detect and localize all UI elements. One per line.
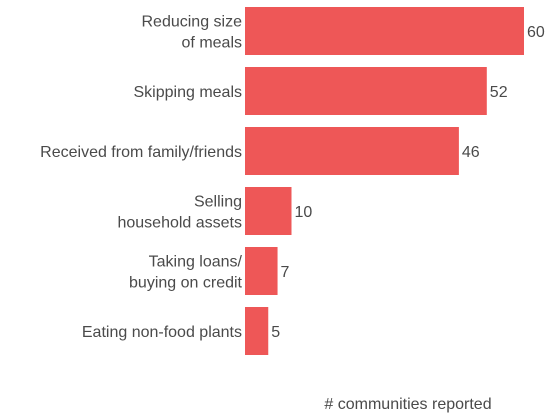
category-label-line: Skipping meals: [134, 84, 243, 101]
value-label-4: 7: [281, 264, 290, 281]
bar-0: [245, 7, 524, 55]
bar-3: [245, 187, 292, 235]
value-label-5: 5: [271, 324, 280, 341]
bars-layer: [245, 7, 524, 355]
category-labels: Reducing size of meals Skipping meals Recei…: [40, 14, 242, 342]
category-label-5: Eating non-food plants: [82, 324, 242, 341]
x-axis-title: # communities reported: [324, 396, 491, 413]
category-label-1: Skipping meals: [134, 84, 243, 101]
category-label-line: Taking loans/: [149, 254, 243, 271]
category-label-line: Eating non-food plants: [82, 324, 242, 341]
category-label-line: buying on credit: [129, 275, 243, 292]
value-label-2: 46: [462, 144, 480, 161]
value-labels: 60 52 46 10 7 5: [271, 24, 545, 341]
value-label-1: 52: [490, 84, 508, 101]
bar-4: [245, 247, 278, 295]
bar-2: [245, 127, 459, 175]
category-label-2: Received from family/friends: [40, 144, 242, 161]
category-label-line: Received from family/friends: [40, 144, 242, 161]
category-label-line: Reducing size: [142, 14, 243, 31]
category-label-4: Taking loans/buying on credit: [129, 254, 243, 292]
category-label-line: Selling: [194, 194, 242, 211]
value-label-0: 60: [527, 24, 545, 41]
category-label-3: Selling household assets: [117, 194, 242, 232]
bar-1: [245, 67, 487, 115]
category-label-line: household assets: [117, 215, 242, 232]
category-label-line: of meals: [182, 35, 242, 52]
value-label-3: 10: [295, 204, 313, 221]
category-label-0: Reducing size of meals: [142, 14, 243, 52]
bar-5: [245, 307, 269, 355]
